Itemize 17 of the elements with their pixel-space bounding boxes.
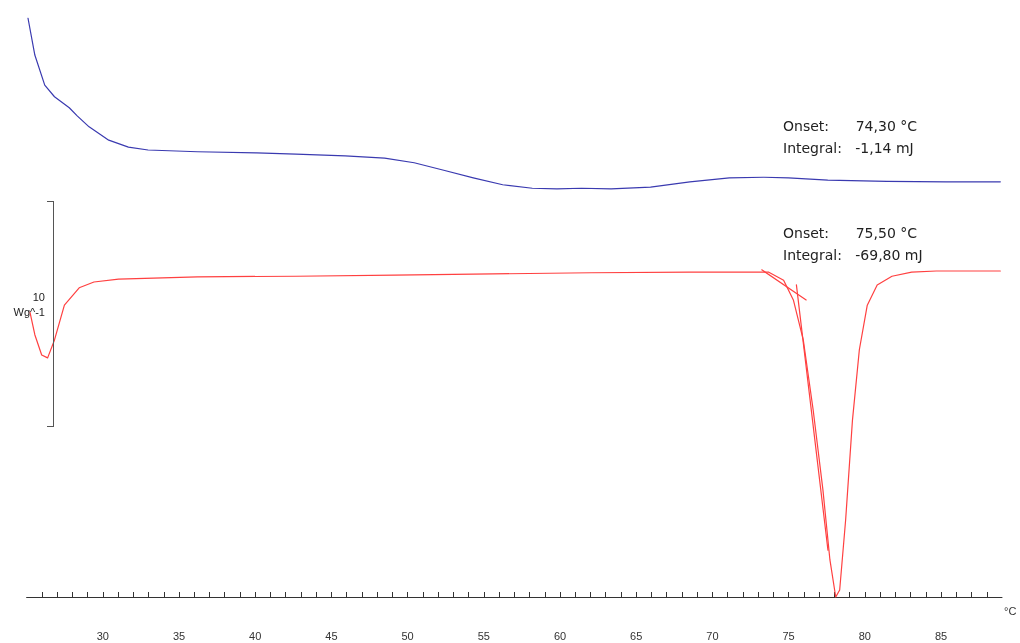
annotation: Onset: 75,50 °C Integral: -69,80 mJ [783, 224, 923, 265]
x-axis-title: °C [1004, 604, 1017, 617]
x-tick-label: 70 [706, 629, 719, 642]
x-tick-label: 60 [553, 629, 567, 642]
annotation: Wg^-1 [13, 305, 45, 319]
x-tick-label: 40 [249, 629, 262, 642]
annotation: 10 [32, 290, 45, 304]
x-tick-label: 85 [934, 629, 948, 642]
x-tick-label: 75 [782, 629, 795, 642]
x-tick-label: 30 [96, 629, 109, 642]
x-tick-label: 45 [325, 629, 338, 642]
x-tick-label: 65 [630, 629, 643, 642]
x-tick-label: 35 [172, 629, 186, 642]
x-tick-label: 50 [401, 629, 414, 642]
x-tick-label: 80 [858, 629, 871, 642]
x-tick-label: 55 [477, 629, 490, 642]
annotation: Onset: 74,30 °C Integral: -1,14 mJ [783, 117, 918, 158]
